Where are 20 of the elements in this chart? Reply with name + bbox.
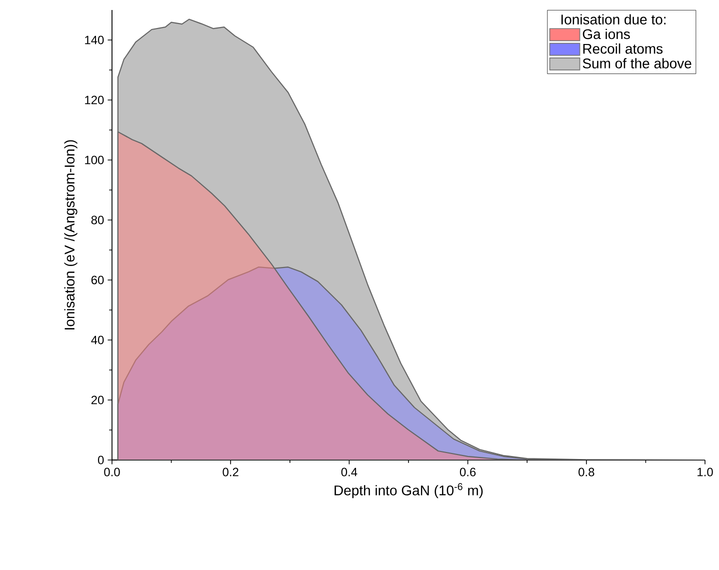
y-tick-label: 60 [91,276,104,284]
y-tick-label: 0 [98,456,104,464]
legend-label: Sum of the above [582,58,692,68]
y-tick-label: 100 [85,156,104,164]
x-axis-title: Depth into GaN (10$^{-6}$ m) [334,483,483,498]
y-tick-label: 20 [91,396,104,404]
y-tick-label: 80 [91,216,104,224]
y-tick-label: 120 [85,96,104,104]
x-tick-label: 0.6 [460,468,476,476]
x-tick-label: 0.0 [104,468,120,476]
y-tick-label: 140 [85,36,104,44]
x-tick-label: 1.0 [698,468,713,476]
x-tick-label: 0.8 [578,468,594,476]
x-tick-label: 0.4 [341,468,358,476]
legend-label: Recoil atoms [583,43,663,54]
y-axis-title: Ionisation (eV /(Angstrom-Ion)) [64,140,78,330]
legend-title: Ionisation due to: [561,14,666,24]
legend-label: Ga ions [582,28,630,40]
y-tick-label: 40 [91,336,104,344]
x-tick-label: 0.2 [222,468,238,476]
